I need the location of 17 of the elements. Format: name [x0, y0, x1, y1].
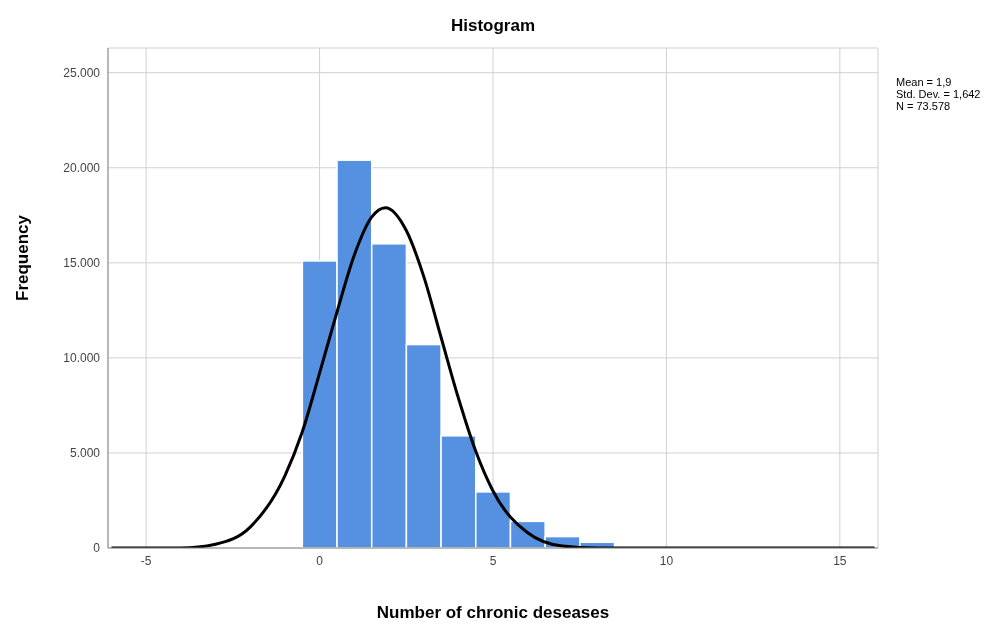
- y-tick-label: 25.000: [63, 65, 101, 80]
- y-tick-label: 20.000: [63, 161, 101, 176]
- y-axis-title: Frequency: [13, 215, 33, 301]
- text: N = 73.578: [896, 100, 952, 112]
- y-tick-label: 0: [93, 541, 101, 556]
- x-axis-title: Number of chronic deseases: [375, 603, 611, 623]
- x-tick-label: 5: [489, 553, 497, 568]
- y-tick-label: 5.000: [69, 446, 101, 461]
- x-tick-label: -5: [140, 553, 152, 568]
- y-tick-label: 10.000: [63, 351, 101, 366]
- text: Mean = 1,9: [896, 76, 953, 88]
- x-tick-label: 15: [833, 553, 847, 568]
- y-tick-label: 15.000: [63, 256, 101, 271]
- x-tick-label: 0: [316, 553, 324, 568]
- chart-title: Histogram: [449, 16, 537, 36]
- x-tick-label: 10: [659, 553, 674, 568]
- text: Std. Dev. = 1,642: [896, 88, 981, 100]
